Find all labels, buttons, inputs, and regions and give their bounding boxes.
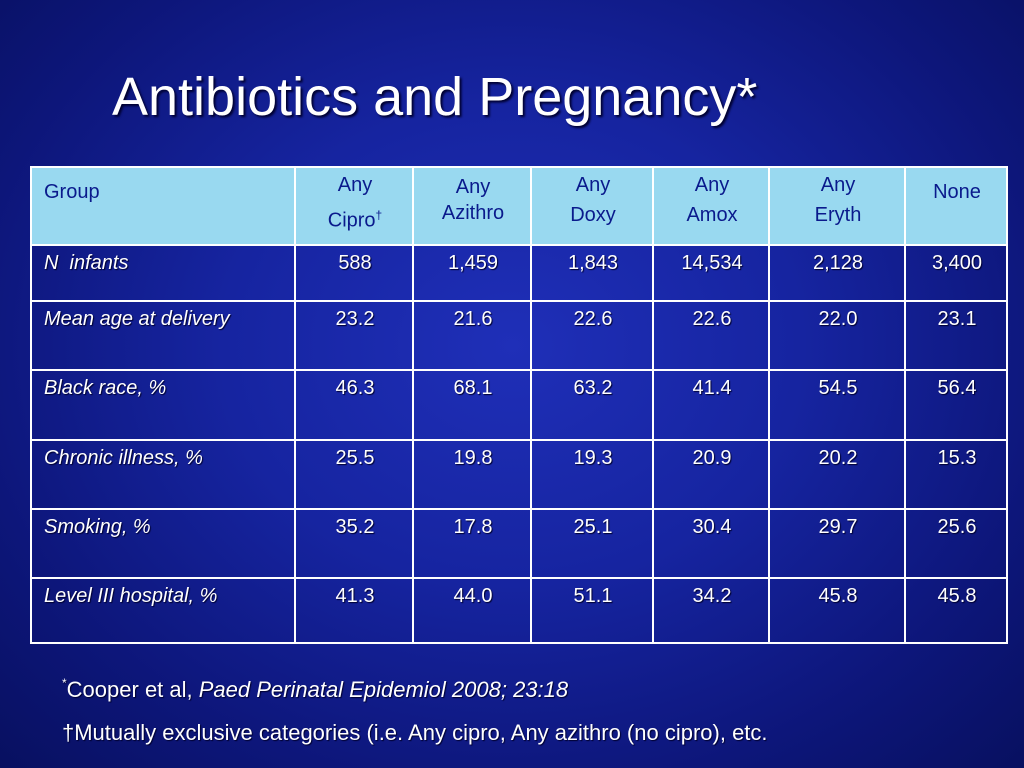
- cell-value: 15.3: [904, 439, 1008, 510]
- header-doxy-line2: Doxy: [570, 204, 616, 226]
- cell-value: 19.8: [412, 439, 532, 510]
- row-label: Level III hospital, %: [30, 577, 296, 644]
- cell-value: 21.6: [412, 300, 532, 371]
- cell-value: 46.3: [294, 369, 414, 441]
- header-none: None: [904, 166, 1008, 246]
- header-cipro-line2: Cipro: [327, 209, 376, 232]
- cell-value: 17.8: [412, 508, 532, 579]
- slide-title: Antibiotics and Pregnancy*: [112, 67, 758, 127]
- table-header-row: Group Any Cipro† Any Azithro Any Doxy An…: [30, 166, 1008, 246]
- header-any-amox: Any Amox: [652, 166, 770, 246]
- cell-value: 14,534: [652, 244, 770, 302]
- header-cipro-line1: Any: [337, 174, 373, 196]
- cell-value: 3,400: [904, 244, 1008, 302]
- cell-value: 34.2: [652, 577, 770, 644]
- cell-value: 41.3: [294, 577, 414, 644]
- header-any-azithro: Any Azithro: [412, 166, 532, 246]
- table-row-mean-age: Mean age at delivery 23.2 21.6 22.6 22.6…: [30, 300, 1008, 371]
- cell-value: 20.2: [768, 439, 906, 510]
- cell-value: 68.1: [412, 369, 532, 441]
- cell-value: 41.4: [652, 369, 770, 441]
- footnote-dagger-note: †Mutually exclusive categories (i.e. Any…: [62, 720, 768, 745]
- table-row-black-race: Black race, % 46.3 68.1 63.2 41.4 54.5 5…: [30, 369, 1008, 441]
- data-table: Group Any Cipro† Any Azithro Any Doxy An…: [30, 166, 1008, 644]
- cell-value: 22.6: [652, 300, 770, 371]
- cell-value: 45.8: [768, 577, 906, 644]
- cell-value: 63.2: [530, 369, 654, 441]
- footnote-journal: Paed Perinatal Epidemiol 2008; 23:18: [198, 677, 569, 702]
- table-row-smoking: Smoking, % 35.2 17.8 25.1 30.4 29.7 25.6: [30, 508, 1008, 579]
- header-eryth-line1: Any: [820, 174, 856, 196]
- table-row-chronic-illness: Chronic illness, % 25.5 19.8 19.3 20.9 2…: [30, 439, 1008, 510]
- cell-value: 1,459: [412, 244, 532, 302]
- cell-value: 56.4: [904, 369, 1008, 441]
- cell-value: 23.2: [294, 300, 414, 371]
- row-label: Mean age at delivery: [30, 300, 296, 371]
- cell-value: 44.0: [412, 577, 532, 644]
- header-azithro-line2: Azithro: [441, 202, 505, 224]
- row-label: Chronic illness, %: [30, 439, 296, 510]
- header-any-doxy: Any Doxy: [530, 166, 654, 246]
- cell-value: 45.8: [904, 577, 1008, 644]
- cell-value: 54.5: [768, 369, 906, 441]
- cell-value: 588: [294, 244, 414, 302]
- table-row-n-infants: N infants 588 1,459 1,843 14,534 2,128 3…: [30, 244, 1008, 302]
- header-doxy-line1: Any: [575, 174, 611, 196]
- header-amox-line2: Amox: [686, 204, 738, 226]
- cell-value: 25.5: [294, 439, 414, 510]
- cell-value: 25.6: [904, 508, 1008, 579]
- header-cipro-dagger: †: [375, 208, 383, 222]
- cell-value: 2,128: [768, 244, 906, 302]
- header-azithro-line1: Any: [455, 176, 491, 198]
- footnote-citation: *Cooper et al, Paed Perinatal Epidemiol …: [62, 676, 568, 703]
- cell-value: 51.1: [530, 577, 654, 644]
- header-group: Group: [30, 166, 296, 246]
- footnote-authors: Cooper et al,: [66, 677, 199, 702]
- cell-value: 25.1: [530, 508, 654, 579]
- footnote-asterisk: *: [62, 676, 67, 690]
- header-any-cipro: Any Cipro†: [294, 166, 414, 246]
- cell-value: 30.4: [652, 508, 770, 579]
- row-label: Black race, %: [30, 369, 296, 441]
- header-eryth-line2: Eryth: [814, 204, 862, 226]
- cell-value: 22.0: [768, 300, 906, 371]
- header-any-eryth: Any Eryth: [768, 166, 906, 246]
- cell-value: 23.1: [904, 300, 1008, 371]
- row-label: Smoking, %: [30, 508, 296, 579]
- cell-value: 20.9: [652, 439, 770, 510]
- cell-value: 22.6: [530, 300, 654, 371]
- header-amox-line1: Any: [694, 174, 730, 196]
- cell-value: 35.2: [294, 508, 414, 579]
- table-row-level-iii-hospital: Level III hospital, % 41.3 44.0 51.1 34.…: [30, 577, 1008, 644]
- cell-value: 19.3: [530, 439, 654, 510]
- cell-value: 1,843: [530, 244, 654, 302]
- cell-value: 29.7: [768, 508, 906, 579]
- row-label: N infants: [30, 244, 296, 302]
